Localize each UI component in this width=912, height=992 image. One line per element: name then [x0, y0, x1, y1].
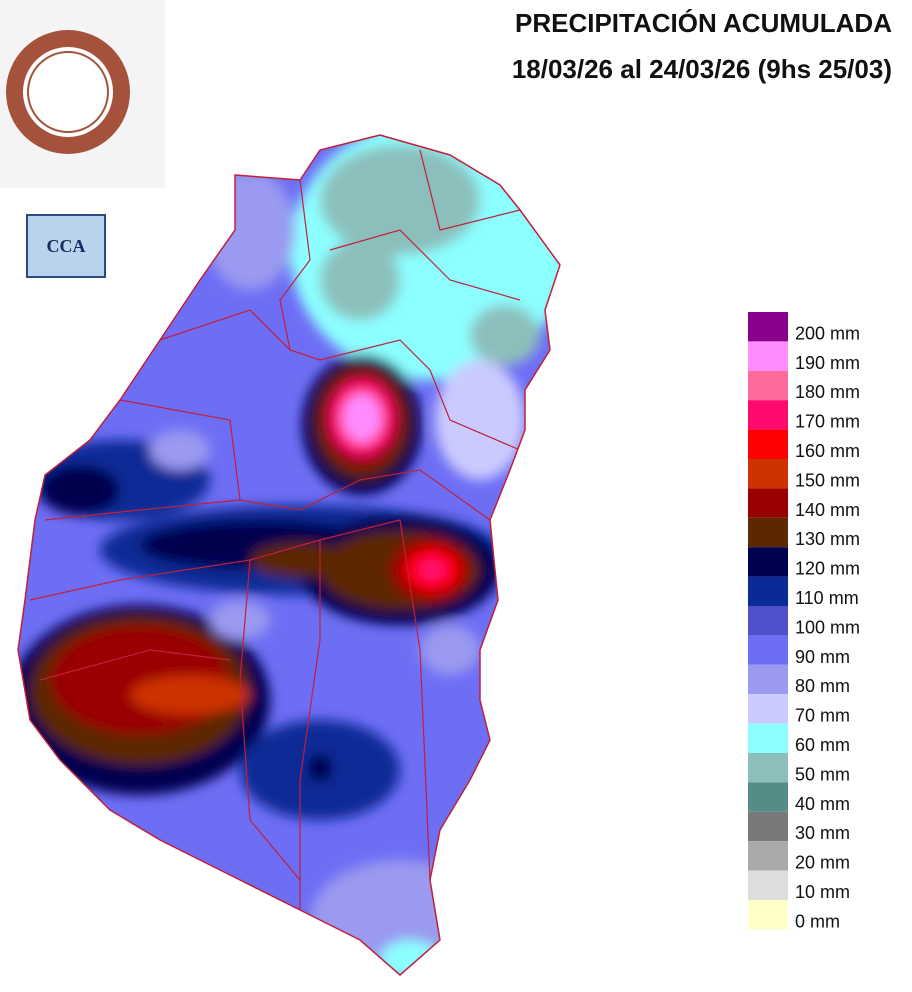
legend-swatch [748, 459, 788, 489]
legend-swatch [748, 811, 788, 842]
legend-swatch [748, 900, 788, 930]
legend-label: 40 mm [795, 794, 850, 814]
legend-swatch [748, 723, 788, 753]
legend-label: 130 mm [795, 529, 860, 549]
legend-swatch [748, 488, 788, 518]
legend-swatch [748, 870, 788, 900]
legend-swatch [748, 782, 788, 812]
legend-swatch [748, 370, 788, 401]
badge-label: CCA [47, 236, 86, 256]
legend-label: 180 mm [795, 382, 860, 402]
legend-swatch [748, 547, 788, 577]
legend-label: 150 mm [795, 470, 860, 490]
subtitle: 18/03/26 al 24/03/26 (9hs 25/03) [512, 54, 892, 84]
legend-swatch [748, 400, 788, 430]
legend-swatch [748, 664, 788, 695]
legend-label: 110 mm [795, 588, 859, 608]
legend-label: 10 mm [795, 882, 850, 902]
legend-label: 160 mm [795, 441, 860, 461]
cca-badge: CCA [26, 214, 106, 278]
legend-label: 80 mm [795, 676, 850, 696]
legend-label: 200 mm [795, 323, 860, 343]
legend-swatch [748, 635, 788, 665]
legend-swatch [748, 606, 788, 636]
legend-label: 120 mm [795, 559, 860, 579]
legend-label: 60 mm [795, 735, 850, 755]
legend-label: 90 mm [795, 647, 850, 667]
legend-swatch [748, 753, 788, 783]
legend-label: 70 mm [795, 706, 850, 726]
legend-label: 0 mm [795, 911, 840, 931]
legend-label: 50 mm [795, 764, 850, 784]
legend-label: 20 mm [795, 853, 850, 873]
legend-label: 140 mm [795, 500, 860, 520]
legend-swatch [748, 694, 788, 724]
legend-swatch [748, 312, 788, 342]
title: PRECIPITACIÓN ACUMULADA [515, 8, 892, 38]
legend-swatch [748, 841, 788, 871]
legend-label: 170 mm [795, 412, 860, 432]
legend-swatch [748, 576, 788, 606]
legend-swatch [748, 429, 788, 459]
logo [0, 0, 165, 188]
legend-label: 30 mm [795, 823, 850, 843]
legend-swatch [748, 341, 788, 371]
legend-label: 100 mm [795, 617, 860, 637]
legend: 200 mm 190 mm 180 mm 170 mm 160 mm 150 mm 140 … [748, 312, 860, 931]
legend-swatch [748, 517, 788, 548]
legend-label: 190 mm [795, 353, 860, 373]
